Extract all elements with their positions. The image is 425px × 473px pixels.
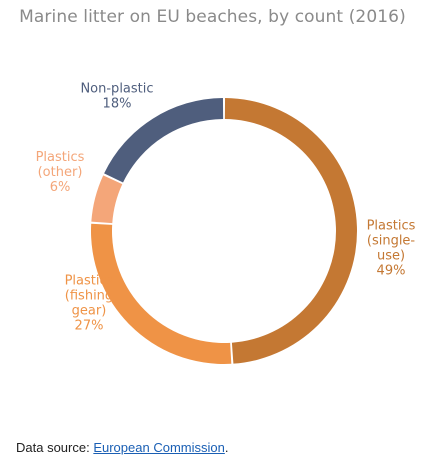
slice-label-2: Plastics (other) 6% xyxy=(36,150,85,195)
slice-name-line: Plastics xyxy=(65,274,114,289)
slice-label-0: Plastics (single-use) 49% xyxy=(367,219,416,279)
slice-name-line: (fishing xyxy=(65,289,113,304)
donut-slice-3 xyxy=(104,98,224,183)
slice-name-line: gear) xyxy=(72,304,107,319)
slice-value-label: 18% xyxy=(103,97,132,112)
data-source-prefix: Data source: xyxy=(16,440,94,455)
data-source-suffix: . xyxy=(224,440,229,455)
slice-label-1: Plastics (fishing gear) 27% xyxy=(65,274,114,334)
slice-value-label: 49% xyxy=(377,264,406,279)
slice-value-label: 27% xyxy=(75,319,104,334)
slice-name-line: Plastics xyxy=(367,219,416,234)
slice-name-line: use) xyxy=(377,249,405,264)
chart-title: Marine litter on EU beaches, by count (2… xyxy=(19,7,406,27)
slice-name-line: (single- xyxy=(367,234,416,249)
donut-slices xyxy=(91,98,358,364)
slice-labels: Plastics (single-use) 49%Plastics (fishing g… xyxy=(36,82,416,334)
slice-value-label: 6% xyxy=(50,180,71,195)
donut-slice-2 xyxy=(91,175,123,224)
donut-slice-0 xyxy=(224,98,358,364)
slice-name-line: Non-plastic xyxy=(80,82,153,97)
slice-name-line: (other) xyxy=(38,165,83,180)
data-source-link[interactable]: European Commission xyxy=(93,440,225,455)
data-source: Data source: European Commission. xyxy=(16,440,228,455)
donut-chart: Plastics (single-use) 49%Plastics (fishing g… xyxy=(36,82,416,364)
slice-label-3: Non-plastic 18% xyxy=(80,82,153,112)
donut-slice-1 xyxy=(91,223,232,364)
slice-name-line: Plastics xyxy=(36,150,85,165)
